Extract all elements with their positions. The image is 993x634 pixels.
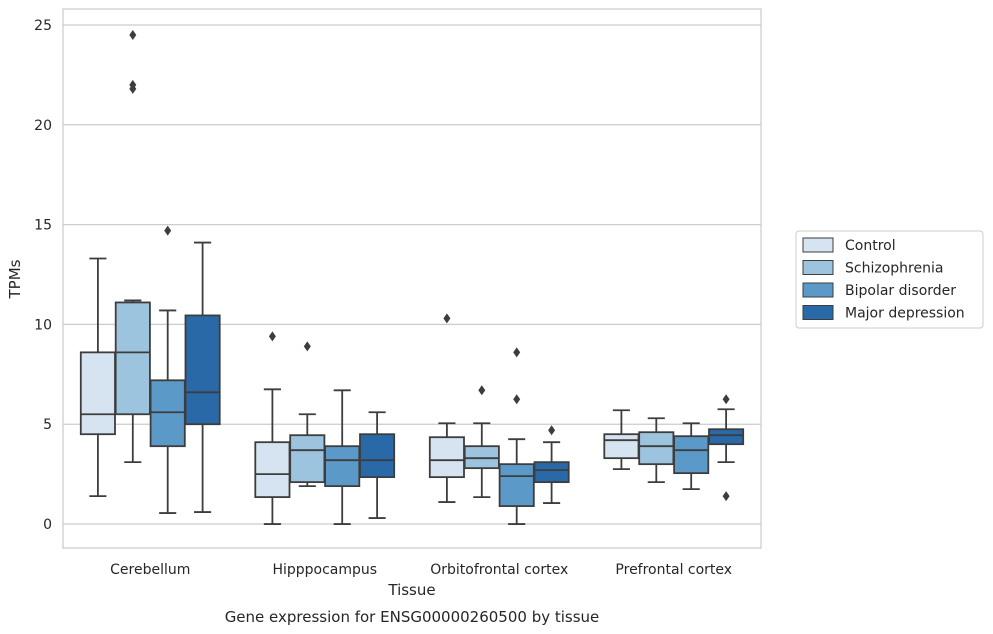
legend-swatch	[802, 305, 834, 320]
y-tick-labels: 0 5 10 15 20 25	[34, 18, 52, 533]
y-axis-title: TPMs	[6, 259, 24, 299]
legend-item: Bipolar disorder	[802, 282, 956, 299]
box-iqr	[79, 351, 116, 436]
box-schizophrenia	[638, 417, 675, 484]
outlier-point	[722, 491, 730, 502]
legend-swatch	[802, 237, 834, 253]
box-iqr	[603, 433, 640, 460]
box-control	[428, 313, 465, 503]
y-tick-label: 25	[34, 18, 52, 34]
box-iqr	[708, 428, 745, 446]
x-tick-label: Hipppocampus	[272, 562, 377, 578]
outlier-point	[164, 225, 172, 236]
outlier-point	[129, 79, 137, 90]
outlier-point	[478, 385, 486, 396]
x-axis-title: Tissue	[387, 581, 435, 599]
x-tick-label: Orbitofrontal cortex	[430, 562, 568, 578]
legend-item: Schizophrenia	[802, 260, 943, 277]
legend-frame	[795, 230, 984, 329]
outlier-point	[268, 331, 276, 342]
outlier-point	[513, 394, 521, 405]
box-major-depression	[359, 411, 396, 519]
legend-label: Schizophrenia	[845, 261, 943, 277]
outlier-point	[513, 347, 521, 358]
box-control	[79, 257, 116, 497]
box-groups	[79, 29, 745, 525]
y-tick-label: 0	[43, 517, 52, 533]
box-bipolar-disorder	[498, 347, 535, 525]
box-iqr	[359, 433, 396, 479]
x-tick-label: Prefrontal cortex	[615, 562, 732, 578]
box-schizophrenia	[114, 29, 151, 464]
box-iqr	[289, 434, 326, 484]
box-schizophrenia	[463, 385, 500, 498]
y-tick-label: 5	[43, 417, 52, 433]
box-iqr	[638, 431, 675, 466]
legend-label: Major depression	[845, 306, 965, 322]
box-bipolar-disorder	[149, 225, 186, 514]
box-iqr	[498, 463, 535, 507]
legend-items: Control Schizophrenia Bipolar disorder Majo…	[802, 237, 965, 322]
outlier-point	[443, 313, 451, 324]
outlier-point	[129, 29, 137, 40]
outlier-point	[548, 425, 556, 436]
x-tick-labels: Cerebellum Hipppocampus Orbitofrontal cort…	[110, 562, 732, 578]
box-iqr	[114, 301, 151, 416]
plot-frame	[62, 8, 762, 549]
y-tick-label: 10	[34, 317, 52, 333]
box-control	[603, 409, 640, 471]
legend-item: Control	[802, 237, 896, 254]
box-schizophrenia	[289, 341, 326, 488]
legend-swatch	[802, 260, 834, 275]
legend-item: Major depression	[802, 305, 965, 322]
legend-label: Control	[845, 238, 896, 254]
chart-caption: Gene expression for ENSG00000260500 by t…	[225, 608, 600, 626]
box-control	[254, 331, 291, 525]
box-iqr	[463, 445, 500, 470]
box-iqr	[428, 436, 465, 479]
box-bipolar-disorder	[673, 422, 710, 491]
y-tick-label: 15	[34, 218, 52, 234]
box-major-depression	[184, 241, 221, 513]
box-iqr	[533, 461, 570, 484]
y-tick-label: 20	[34, 118, 52, 134]
box-iqr	[149, 379, 186, 448]
box-iqr	[324, 445, 361, 488]
x-tick-label: Cerebellum	[110, 562, 190, 578]
box-major-depression	[533, 425, 570, 504]
legend-label: Bipolar disorder	[845, 283, 956, 299]
box-bipolar-disorder	[324, 389, 361, 525]
box-iqr	[184, 314, 221, 426]
outlier-point	[722, 394, 730, 405]
box-iqr	[254, 441, 291, 498]
outlier-point	[303, 341, 311, 352]
legend: Control Schizophrenia Bipolar disorder Majo…	[795, 230, 984, 329]
box-iqr	[673, 435, 710, 475]
legend-swatch	[802, 282, 834, 298]
box-major-depression	[708, 394, 745, 502]
